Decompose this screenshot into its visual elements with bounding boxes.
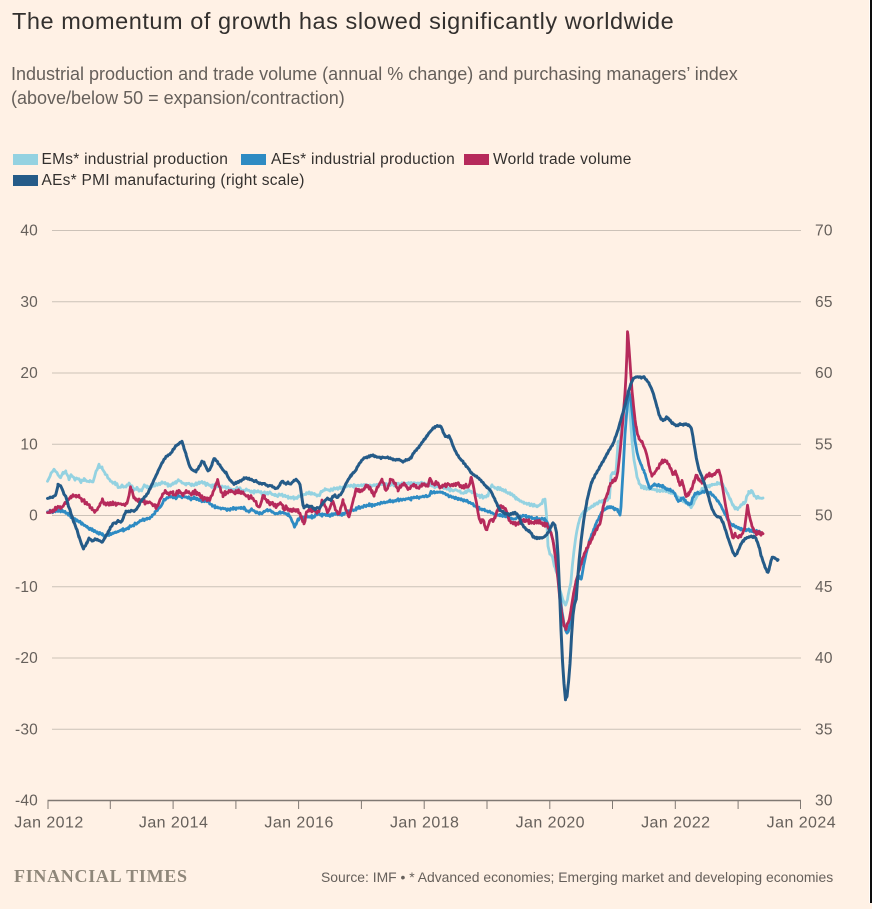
svg-text:0: 0 <box>29 508 38 525</box>
svg-text:-10: -10 <box>15 579 38 596</box>
svg-text:40: 40 <box>20 223 38 240</box>
svg-text:60: 60 <box>815 365 833 382</box>
svg-text:-30: -30 <box>15 721 38 738</box>
svg-text:55: 55 <box>815 436 833 453</box>
svg-text:Jan 2020: Jan 2020 <box>516 815 585 832</box>
svg-text:Jan 2012: Jan 2012 <box>14 815 83 832</box>
svg-text:-20: -20 <box>15 650 38 667</box>
svg-text:40: 40 <box>815 650 833 667</box>
svg-text:Jan 2018: Jan 2018 <box>390 815 459 832</box>
svg-text:30: 30 <box>815 793 833 810</box>
svg-text:50: 50 <box>815 508 833 525</box>
svg-text:65: 65 <box>815 294 833 311</box>
svg-text:45: 45 <box>815 579 833 596</box>
svg-text:Jan 2022: Jan 2022 <box>641 815 710 832</box>
svg-text:30: 30 <box>20 294 38 311</box>
svg-text:Jan 2014: Jan 2014 <box>139 815 208 832</box>
svg-text:35: 35 <box>815 721 833 738</box>
svg-text:70: 70 <box>815 223 833 240</box>
svg-text:Jan 2024: Jan 2024 <box>767 815 836 832</box>
svg-text:20: 20 <box>20 365 38 382</box>
svg-text:-40: -40 <box>15 793 38 810</box>
svg-text:10: 10 <box>20 436 38 453</box>
svg-text:Jan 2016: Jan 2016 <box>264 815 333 832</box>
